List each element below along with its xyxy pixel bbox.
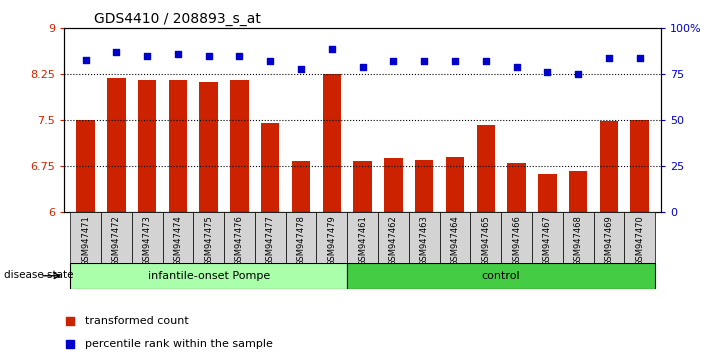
- Point: [634, 55, 646, 61]
- Text: GSM947470: GSM947470: [635, 215, 644, 266]
- Text: GSM947478: GSM947478: [296, 215, 306, 266]
- Bar: [599, 121, 618, 212]
- Bar: [193, 212, 224, 264]
- Bar: [224, 212, 255, 264]
- Text: GSM947471: GSM947471: [81, 215, 90, 266]
- Point: [234, 53, 245, 59]
- Bar: [101, 212, 132, 264]
- Bar: [107, 78, 126, 212]
- Bar: [261, 124, 279, 212]
- Text: GSM947465: GSM947465: [481, 215, 491, 266]
- Point: [64, 318, 75, 324]
- Bar: [255, 212, 286, 264]
- Bar: [532, 212, 562, 264]
- Text: GSM947463: GSM947463: [419, 215, 429, 266]
- Text: GSM947468: GSM947468: [574, 215, 582, 266]
- Bar: [230, 80, 249, 212]
- Bar: [594, 212, 624, 264]
- Bar: [70, 263, 347, 289]
- Bar: [378, 212, 409, 264]
- Bar: [70, 212, 101, 264]
- Bar: [169, 80, 187, 212]
- Point: [387, 59, 399, 64]
- Point: [510, 64, 522, 70]
- Bar: [439, 212, 471, 264]
- Bar: [508, 163, 525, 212]
- Point: [542, 70, 553, 75]
- Bar: [138, 80, 156, 212]
- Point: [111, 50, 122, 55]
- Bar: [347, 212, 378, 264]
- Bar: [471, 212, 501, 264]
- Bar: [409, 212, 439, 264]
- Bar: [624, 212, 655, 264]
- Bar: [384, 158, 402, 212]
- Text: GSM947477: GSM947477: [266, 215, 274, 266]
- Text: percentile rank within the sample: percentile rank within the sample: [85, 339, 273, 349]
- Bar: [631, 120, 649, 212]
- Bar: [286, 212, 316, 264]
- Bar: [476, 125, 495, 212]
- Bar: [446, 157, 464, 212]
- Point: [480, 59, 491, 64]
- Text: control: control: [482, 271, 520, 281]
- Bar: [353, 161, 372, 212]
- Point: [295, 66, 306, 72]
- Text: GSM947472: GSM947472: [112, 215, 121, 266]
- Bar: [163, 212, 193, 264]
- Text: disease state: disease state: [4, 270, 73, 280]
- Text: GSM947473: GSM947473: [143, 215, 151, 266]
- Text: GSM947479: GSM947479: [327, 215, 336, 266]
- Text: GDS4410 / 208893_s_at: GDS4410 / 208893_s_at: [94, 12, 261, 26]
- Text: transformed count: transformed count: [85, 316, 188, 326]
- Point: [603, 55, 614, 61]
- Point: [172, 51, 183, 57]
- Bar: [347, 263, 655, 289]
- Bar: [501, 212, 532, 264]
- Point: [449, 59, 461, 64]
- Text: GSM947466: GSM947466: [512, 215, 521, 266]
- Bar: [316, 212, 347, 264]
- Text: infantile-onset Pompe: infantile-onset Pompe: [148, 271, 269, 281]
- Point: [141, 53, 153, 59]
- Bar: [323, 74, 341, 212]
- Point: [572, 72, 584, 77]
- Bar: [562, 212, 594, 264]
- Text: GSM947475: GSM947475: [204, 215, 213, 266]
- Point: [203, 53, 215, 59]
- Point: [357, 64, 368, 70]
- Point: [326, 46, 338, 51]
- Text: GSM947467: GSM947467: [542, 215, 552, 266]
- Text: GSM947469: GSM947469: [604, 215, 614, 266]
- Text: GSM947462: GSM947462: [389, 215, 398, 266]
- Point: [80, 57, 91, 62]
- Bar: [292, 161, 310, 212]
- Text: GSM947474: GSM947474: [173, 215, 183, 266]
- Text: GSM947464: GSM947464: [451, 215, 459, 266]
- Point: [64, 341, 75, 347]
- Bar: [76, 120, 95, 212]
- Point: [264, 59, 276, 64]
- Bar: [132, 212, 163, 264]
- Text: GSM947461: GSM947461: [358, 215, 367, 266]
- Bar: [415, 160, 434, 212]
- Bar: [569, 171, 587, 212]
- Point: [419, 59, 430, 64]
- Text: GSM947476: GSM947476: [235, 215, 244, 266]
- Bar: [200, 82, 218, 212]
- Bar: [538, 175, 557, 212]
